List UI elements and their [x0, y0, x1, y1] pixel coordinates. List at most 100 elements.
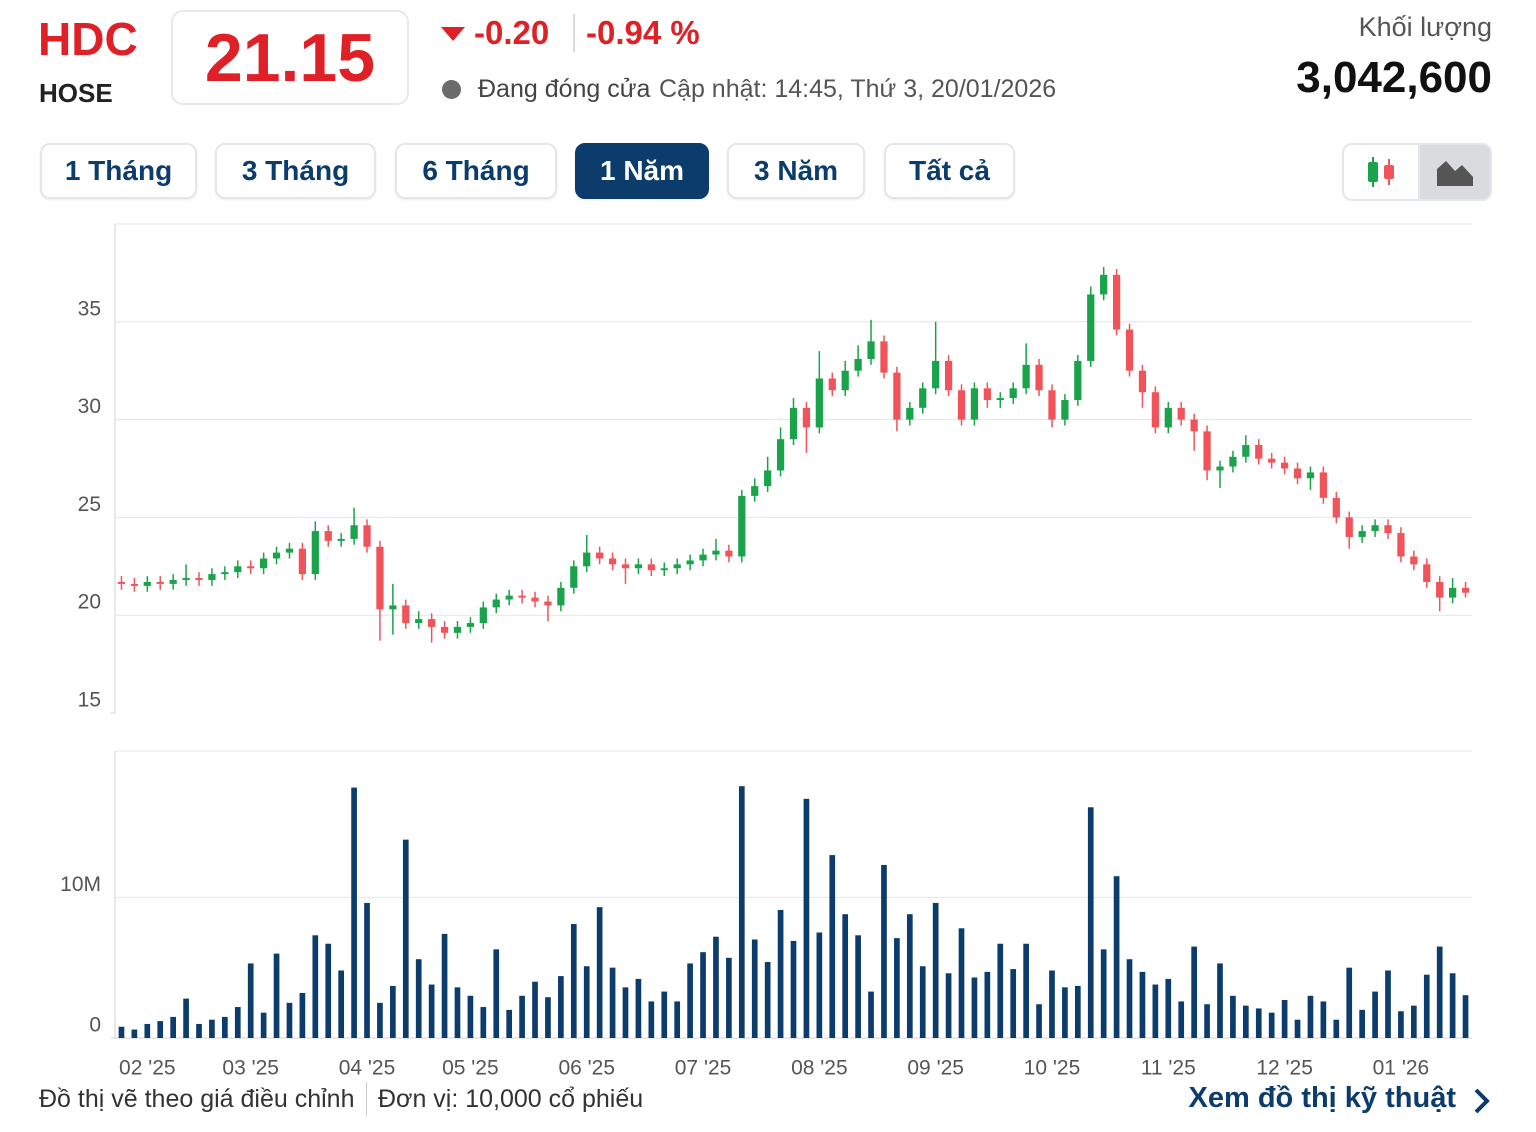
volume-bar	[609, 967, 616, 1038]
ticker: HDC	[38, 13, 138, 65]
candle-body	[1410, 556, 1418, 565]
candle-body	[712, 550, 720, 555]
candle-body	[1100, 274, 1108, 295]
range-button[interactable]: 3 Năm	[727, 143, 865, 199]
candle-body	[893, 372, 901, 420]
volume-bar	[661, 991, 668, 1038]
x-tick-label: 09 '25	[907, 1057, 964, 1080]
volume-bar	[1294, 1019, 1301, 1038]
candle-body	[337, 538, 345, 541]
candle-body	[673, 564, 681, 569]
candle-body	[583, 552, 591, 567]
candle-body	[1151, 392, 1159, 428]
candle-body	[156, 581, 164, 584]
volume-bar	[1074, 985, 1081, 1038]
volume-bar	[855, 935, 861, 1038]
candle-body	[195, 578, 203, 580]
volume-bar	[687, 963, 693, 1038]
volume-bar	[493, 949, 500, 1038]
range-button[interactable]: 1 Tháng	[40, 143, 197, 199]
volume-bar	[1152, 984, 1159, 1038]
candle-body	[1138, 370, 1147, 393]
candle-body	[634, 564, 643, 569]
volume-bar	[738, 786, 745, 1038]
volume-bar	[351, 787, 357, 1038]
volume-bar	[441, 933, 448, 1038]
volume-bar	[906, 914, 913, 1038]
technical-chart-link[interactable]: Xem đồ thị kỹ thuật	[1188, 1082, 1456, 1114]
volume-bar	[1204, 1004, 1210, 1038]
range-button[interactable]: 1 Năm	[575, 143, 709, 199]
volume-bar	[1372, 991, 1378, 1038]
candle-body	[919, 388, 927, 408]
candle-body	[815, 378, 823, 428]
volume-bar	[209, 1019, 215, 1038]
y-tick-label: 35	[78, 297, 101, 320]
x-tick-label: 02 '25	[119, 1057, 176, 1080]
volume-bar	[868, 991, 874, 1038]
candle-body	[453, 626, 462, 633]
volume-bar	[312, 935, 319, 1038]
candle-body	[518, 595, 526, 598]
chart-type-toggle	[1342, 143, 1492, 201]
candle-body	[1371, 525, 1379, 532]
candle-body	[130, 583, 139, 586]
volume-bar	[234, 1007, 241, 1038]
volume-bar	[1268, 1012, 1275, 1038]
candlestick-toggle[interactable]	[1344, 145, 1418, 199]
candle-body	[1177, 407, 1185, 420]
candle-body	[880, 341, 888, 373]
candle-body	[1306, 472, 1315, 479]
volume-bar	[1346, 967, 1353, 1038]
volume-bar	[1113, 876, 1120, 1038]
candle-body	[1190, 419, 1198, 432]
price-change-percent: -0.94 %	[586, 14, 700, 51]
candle-body	[440, 626, 449, 633]
candle-body	[854, 358, 862, 371]
volume-bar	[1165, 978, 1172, 1038]
candle-body	[1125, 329, 1134, 371]
x-tick-label: 01 '26	[1373, 1057, 1430, 1080]
candle-body	[389, 605, 397, 610]
candle-body	[221, 572, 229, 575]
candle-body	[647, 564, 655, 571]
candle-body	[957, 390, 966, 420]
volume-bar	[506, 1009, 513, 1038]
chevron-icon	[1474, 1088, 1490, 1114]
volume-bar	[1398, 1011, 1404, 1038]
candle-body	[544, 601, 552, 606]
volume-bar	[622, 987, 629, 1038]
candle-body	[376, 546, 384, 610]
volume-bar	[286, 1002, 293, 1038]
candle-body	[725, 550, 733, 557]
candle-body	[983, 388, 991, 401]
volume-bar	[480, 1007, 487, 1038]
volume-bar	[751, 939, 758, 1038]
status-dot	[442, 80, 461, 99]
volume-bar	[919, 966, 926, 1038]
exchange: HOSE	[39, 78, 113, 108]
candle-body	[1216, 466, 1224, 471]
volume-value: 3,042,600	[1296, 53, 1492, 102]
area-toggle[interactable]	[1418, 145, 1490, 199]
candle-body	[751, 486, 759, 496]
y-tick-label: 30	[78, 395, 101, 418]
volume-bar	[1191, 946, 1197, 1038]
volume-bar	[570, 924, 577, 1038]
candle-body	[841, 370, 849, 391]
volume-bar	[364, 902, 370, 1038]
x-tick-label: 08 '25	[791, 1057, 848, 1080]
price-change: -0.20	[474, 14, 550, 51]
candle-body	[1087, 294, 1095, 361]
range-button[interactable]: Tất cả	[884, 143, 1015, 199]
volume-bar	[1410, 1005, 1417, 1038]
volume-bar	[377, 1002, 383, 1038]
volume-bar	[803, 798, 810, 1038]
candle-body	[776, 439, 785, 471]
y-tick-label: 0	[89, 1014, 101, 1037]
range-button[interactable]: 6 Tháng	[395, 143, 557, 199]
volume-label: Khối lượng	[1358, 12, 1492, 42]
range-button[interactable]: 3 Tháng	[215, 143, 376, 199]
volume-bar	[713, 936, 719, 1038]
x-tick-label: 11 '25	[1141, 1057, 1196, 1080]
